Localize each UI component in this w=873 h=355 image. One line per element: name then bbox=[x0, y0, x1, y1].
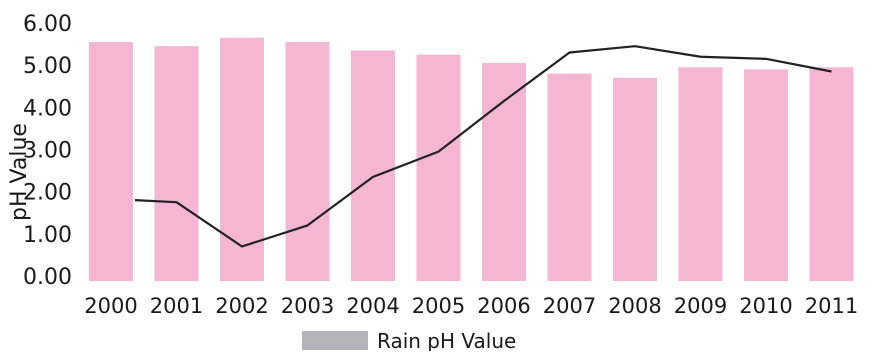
bar-2005 bbox=[416, 54, 461, 281]
bar-2008 bbox=[613, 77, 657, 281]
bar-series bbox=[89, 37, 854, 282]
y-tick-label: 5.00 bbox=[23, 54, 72, 79]
bar-2000 bbox=[89, 41, 133, 281]
legend: Rain pH Value bbox=[302, 329, 516, 353]
x-tick-label: 2009 bbox=[674, 294, 727, 318]
y-axis-ticks: 0.00 1.00 2.00 3.00 4.00 5.00 6.00 bbox=[23, 12, 72, 290]
x-tick-label: 2008 bbox=[608, 294, 661, 318]
y-tick-label: 4.00 bbox=[23, 96, 72, 121]
y-tick-label: 0.00 bbox=[23, 265, 72, 290]
bar-2003 bbox=[285, 41, 330, 281]
bar-2009 bbox=[678, 67, 723, 282]
bar-2001 bbox=[154, 46, 199, 281]
x-tick-label: 2010 bbox=[739, 294, 792, 318]
legend-label: Rain pH Value bbox=[377, 329, 516, 351]
x-tick-label: 2003 bbox=[281, 294, 334, 318]
bar-2006 bbox=[482, 63, 526, 281]
x-tick-label: 2007 bbox=[543, 294, 596, 318]
y-tick-label: 1.00 bbox=[23, 223, 72, 248]
x-axis-ticks: 2000 2001 2002 2003 2004 2005 2006 2007 2008 2009… bbox=[84, 294, 858, 318]
bar-2007 bbox=[547, 73, 592, 281]
y-axis-label: pH Value bbox=[7, 123, 32, 221]
x-tick-label: 2011 bbox=[805, 294, 858, 318]
x-tick-label: 2006 bbox=[477, 294, 530, 318]
x-tick-label: 2000 bbox=[84, 294, 137, 318]
bar-2011 bbox=[809, 67, 854, 282]
trend-line bbox=[134, 45, 832, 248]
bar-2004 bbox=[351, 50, 395, 282]
y-tick-label: 3.00 bbox=[23, 139, 72, 164]
y-tick-label: 2.00 bbox=[23, 181, 72, 206]
bar-2002 bbox=[220, 37, 264, 282]
x-tick-label: 2004 bbox=[346, 294, 399, 318]
x-tick-label: 2001 bbox=[150, 294, 203, 318]
legend-swatch bbox=[302, 331, 368, 350]
y-tick-label: 6.00 bbox=[23, 12, 72, 37]
x-tick-label: 2002 bbox=[215, 294, 268, 318]
bar-2010 bbox=[744, 69, 788, 281]
x-tick-label: 2005 bbox=[412, 294, 465, 318]
